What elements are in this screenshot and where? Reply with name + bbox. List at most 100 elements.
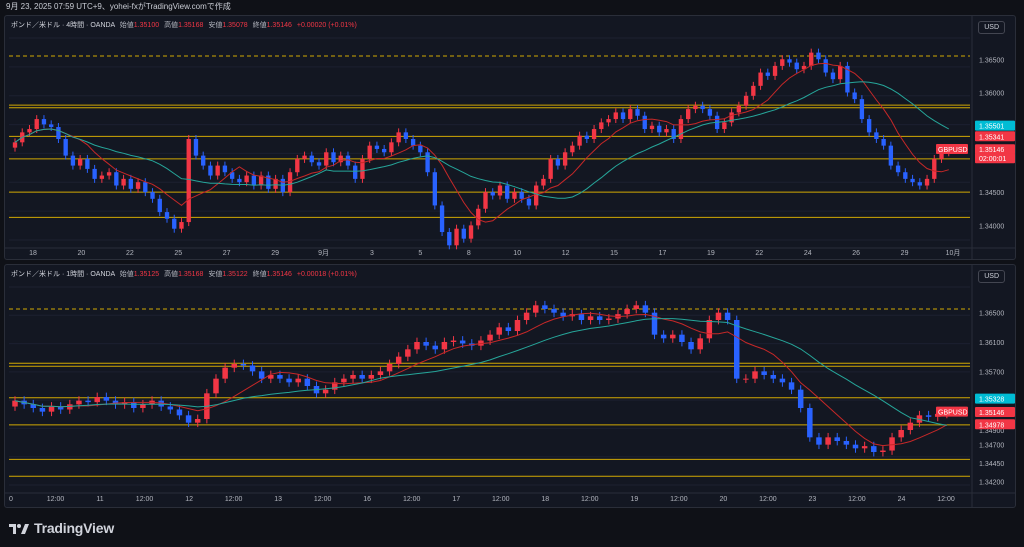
candle-body bbox=[779, 378, 786, 383]
candle-body bbox=[164, 212, 170, 219]
candle-body bbox=[338, 155, 343, 163]
candle-body bbox=[651, 312, 658, 335]
candle-body bbox=[350, 375, 356, 379]
time-tick-label: 12:00 bbox=[47, 496, 65, 503]
currency-button[interactable]: USD bbox=[978, 21, 1005, 34]
candle-body bbox=[606, 318, 612, 320]
candle-body bbox=[131, 402, 137, 408]
candle-body bbox=[94, 397, 100, 403]
chart-panel-4h[interactable]: ポンド／米ドル · 4時間 · OANDA 始値1.35100 高値1.3516… bbox=[4, 15, 1016, 260]
close-value: 1.35146 bbox=[266, 271, 292, 278]
price-label-text: 1.35146 bbox=[979, 147, 1004, 154]
candle-body bbox=[729, 112, 734, 123]
candle-body bbox=[92, 168, 97, 179]
candle-body bbox=[861, 446, 868, 449]
time-tick-label: 15 bbox=[610, 250, 618, 257]
price-tick-label: 1.34700 bbox=[979, 443, 1004, 450]
candle-body bbox=[386, 364, 393, 372]
open-value: 1.35100 bbox=[133, 22, 160, 29]
candle-body bbox=[135, 182, 141, 189]
candle-body bbox=[823, 59, 828, 73]
candle-body bbox=[67, 404, 73, 410]
close-label: 終値 bbox=[252, 22, 267, 29]
candle-body bbox=[624, 309, 630, 315]
candle-body bbox=[932, 158, 937, 179]
ohlc-legend-1h: ポンド／米ドル · 1時間 · OANDA 始値1.35125 高値1.3516… bbox=[11, 269, 357, 279]
candle-body bbox=[150, 192, 155, 199]
candle-body bbox=[377, 371, 384, 375]
candle-body bbox=[389, 142, 394, 153]
candle-body bbox=[201, 155, 206, 166]
price-tick-label: 1.36500 bbox=[979, 311, 1004, 318]
candle-body bbox=[706, 320, 713, 339]
candle-body bbox=[733, 320, 740, 379]
candle-body bbox=[121, 402, 128, 405]
candle-body bbox=[77, 158, 83, 166]
time-tick-label: 12:00 bbox=[937, 496, 955, 503]
candle-body bbox=[459, 340, 466, 344]
time-tick-label: 12:00 bbox=[581, 496, 599, 503]
time-tick-label: 13 bbox=[274, 496, 282, 503]
candle-body bbox=[359, 375, 365, 379]
candle-body bbox=[724, 312, 731, 320]
candle-body bbox=[222, 367, 228, 379]
candle-body bbox=[34, 119, 39, 130]
candle-body bbox=[266, 175, 271, 189]
candle-body bbox=[322, 389, 329, 394]
time-tick-label: 12:00 bbox=[492, 496, 510, 503]
price-label-badge bbox=[975, 153, 1015, 164]
time-tick-label: 12:00 bbox=[848, 496, 866, 503]
candle-body bbox=[405, 349, 411, 357]
candle-body bbox=[874, 132, 879, 139]
candle-body bbox=[761, 371, 767, 375]
candle-body bbox=[249, 365, 256, 372]
candle-body bbox=[780, 59, 785, 66]
price-label-text: 1.35341 bbox=[979, 134, 1004, 141]
price-tick-label: 1.34500 bbox=[979, 190, 1004, 197]
chart-panel-1h[interactable]: ポンド／米ドル · 1時間 · OANDA 始値1.35125 高値1.3516… bbox=[4, 264, 1016, 508]
candle-body bbox=[179, 222, 184, 229]
symbol-tag-badge bbox=[936, 406, 968, 417]
candle-body bbox=[396, 132, 401, 143]
candle-body bbox=[439, 205, 445, 233]
candle-body bbox=[787, 59, 792, 63]
candle-body bbox=[251, 175, 257, 186]
currency-button[interactable]: USD bbox=[978, 270, 1005, 283]
candle-body bbox=[213, 378, 219, 394]
candle-body bbox=[496, 327, 502, 335]
time-tick-label: 18 bbox=[29, 250, 37, 257]
time-tick-label: 19 bbox=[707, 250, 715, 257]
candle-body bbox=[240, 364, 247, 366]
time-tick-label: 29 bbox=[901, 250, 909, 257]
price-tick-label: 1.36100 bbox=[979, 340, 1004, 347]
candle-body bbox=[664, 129, 669, 133]
candle-body bbox=[649, 125, 655, 130]
time-tick-label: 25 bbox=[174, 250, 182, 257]
candle-body bbox=[208, 165, 213, 176]
candle-body bbox=[432, 345, 438, 350]
candle-body bbox=[816, 52, 821, 60]
high-label: 高値 bbox=[164, 22, 179, 29]
open-label: 始値 bbox=[119, 22, 134, 29]
low-label: 安値 bbox=[208, 271, 223, 278]
candle-body bbox=[128, 178, 133, 189]
candle-body bbox=[570, 145, 575, 153]
candle-body bbox=[395, 356, 402, 364]
candle-body bbox=[167, 406, 174, 410]
time-tick-label: 11 bbox=[96, 496, 103, 503]
candle-body bbox=[367, 145, 372, 159]
candle-body bbox=[176, 409, 183, 416]
price-label-badge bbox=[975, 419, 1015, 430]
time-tick-label: 26 bbox=[852, 250, 860, 257]
time-tick-label: 3 bbox=[370, 250, 374, 257]
candle-body bbox=[309, 155, 314, 163]
candle-body bbox=[48, 406, 55, 412]
time-tick-label: 9月 bbox=[318, 249, 329, 257]
moving-average-slow bbox=[14, 81, 950, 199]
candle-body bbox=[425, 152, 430, 173]
candle-body bbox=[541, 178, 546, 186]
candle-body bbox=[843, 441, 850, 445]
change-value: +0.00018 (+0.01%) bbox=[296, 271, 357, 278]
price-label-badge bbox=[975, 131, 1015, 142]
candle-body bbox=[360, 158, 365, 179]
